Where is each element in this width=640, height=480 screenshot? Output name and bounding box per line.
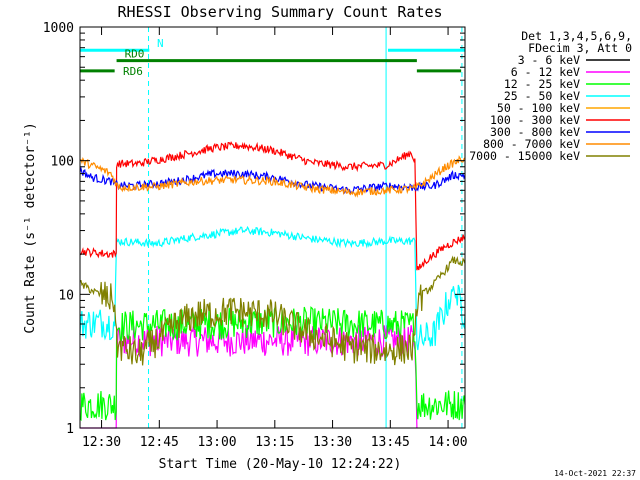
flag-label: N bbox=[157, 37, 164, 50]
legend-entry-label: 25 - 50 keV bbox=[504, 89, 580, 103]
x-axis: 12:30 12:45 13:00 13:15 13:30 13:45 14:00 bbox=[82, 27, 468, 450]
y-tick-label: 1000 bbox=[43, 21, 74, 36]
series-line bbox=[79, 141, 466, 271]
x-tick-label: 13:00 bbox=[197, 435, 236, 450]
flag-label: RD0 bbox=[125, 48, 145, 61]
legend-header-line-2: FDecim 3, Att 0 bbox=[528, 41, 632, 55]
series-line bbox=[79, 255, 466, 366]
x-tick-label: 12:45 bbox=[140, 435, 179, 450]
x-tick-label: 13:30 bbox=[313, 435, 352, 450]
flag-bars: N RD0 RD6 bbox=[80, 37, 465, 78]
x-axis-label: Start Time (20-May-10 12:24:22) bbox=[159, 457, 402, 472]
x-tick-label: 14:00 bbox=[428, 435, 467, 450]
series-layer bbox=[79, 141, 466, 429]
y-axis-label: Count Rate (s⁻¹ detector⁻¹) bbox=[23, 122, 38, 333]
plot-frame bbox=[79, 26, 466, 429]
legend: Det 1,3,4,5,6,9, FDecim 3, Att 0 3 - 6 k… bbox=[469, 29, 632, 163]
legend-entry-label: 300 - 800 keV bbox=[490, 125, 580, 139]
legend-entry-label: 7000 - 15000 keV bbox=[469, 149, 580, 163]
x-tick-label: 12:30 bbox=[82, 435, 121, 450]
legend-entry-label: 3 - 6 keV bbox=[518, 53, 580, 67]
legend-entry-label: 100 - 300 keV bbox=[490, 113, 580, 127]
y-tick-label: 10 bbox=[58, 288, 74, 303]
legend-entry-label: 6 - 12 keV bbox=[511, 65, 580, 79]
series-line bbox=[79, 225, 466, 351]
chart-title: RHESSI Observing Summary Count Rates bbox=[117, 3, 442, 21]
footer-date: 14-Oct-2021 22:37 bbox=[554, 469, 636, 478]
x-tick-label: 13:15 bbox=[255, 435, 294, 450]
x-tick-label: 13:45 bbox=[371, 435, 410, 450]
series-line bbox=[79, 155, 466, 198]
legend-header-line-1: Det 1,3,4,5,6,9, bbox=[521, 29, 632, 43]
flag-label: RD6 bbox=[123, 65, 143, 78]
y-tick-label: 1 bbox=[66, 422, 74, 437]
legend-entry-label: 50 - 100 keV bbox=[497, 101, 580, 115]
y-axis: 1 10 100 1000 bbox=[43, 21, 465, 437]
legend-entry-label: 800 - 7000 keV bbox=[483, 137, 580, 151]
legend-entry-label: 12 - 25 keV bbox=[504, 77, 580, 91]
y-tick-label: 100 bbox=[51, 155, 74, 170]
